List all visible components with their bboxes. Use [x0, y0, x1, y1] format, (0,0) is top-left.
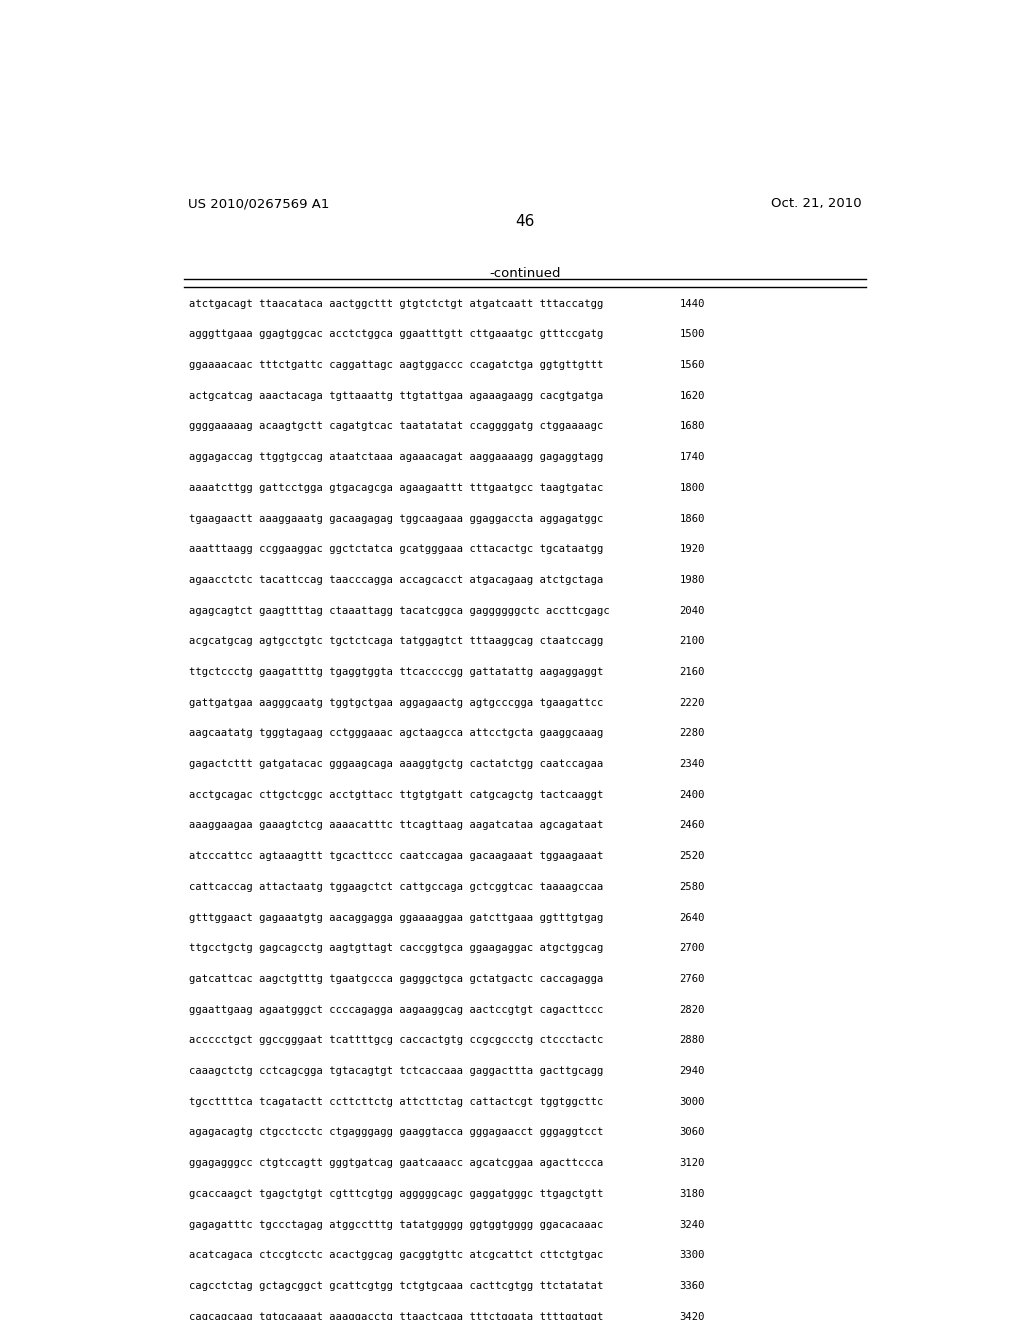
- Text: aaaatcttgg gattcctgga gtgacagcga agaagaattt tttgaatgcc taagtgatac: aaaatcttgg gattcctgga gtgacagcga agaagaa…: [189, 483, 603, 492]
- Text: 1980: 1980: [680, 576, 706, 585]
- Text: acgcatgcag agtgcctgtc tgctctcaga tatggagtct tttaaggcag ctaatccagg: acgcatgcag agtgcctgtc tgctctcaga tatggag…: [189, 636, 603, 647]
- Text: 3420: 3420: [680, 1312, 706, 1320]
- Text: 2340: 2340: [680, 759, 706, 770]
- Text: acatcagaca ctccgtcctc acactggcag gacggtgttc atcgcattct cttctgtgac: acatcagaca ctccgtcctc acactggcag gacggtg…: [189, 1250, 603, 1261]
- Text: 1680: 1680: [680, 421, 706, 432]
- Text: 2100: 2100: [680, 636, 706, 647]
- Text: US 2010/0267569 A1: US 2010/0267569 A1: [187, 197, 329, 210]
- Text: agaacctctc tacattccag taacccagga accagcacct atgacagaag atctgctaga: agaacctctc tacattccag taacccagga accagca…: [189, 576, 603, 585]
- Text: aaatttaagg ccggaaggac ggctctatca gcatgggaaa cttacactgc tgcataatgg: aaatttaagg ccggaaggac ggctctatca gcatggg…: [189, 544, 603, 554]
- Text: cattcaccag attactaatg tggaagctct cattgccaga gctcggtcac taaaagccaa: cattcaccag attactaatg tggaagctct cattgcc…: [189, 882, 603, 892]
- Text: 46: 46: [515, 214, 535, 230]
- Text: 2280: 2280: [680, 729, 706, 738]
- Text: 2580: 2580: [680, 882, 706, 892]
- Text: aagcaatatg tgggtagaag cctgggaaac agctaagcca attcctgcta gaaggcaaag: aagcaatatg tgggtagaag cctgggaaac agctaag…: [189, 729, 603, 738]
- Text: ggagagggcc ctgtccagtt gggtgatcag gaatcaaacc agcatcggaa agacttccca: ggagagggcc ctgtccagtt gggtgatcag gaatcaa…: [189, 1158, 603, 1168]
- Text: tgccttttca tcagatactt ccttcttctg attcttctag cattactcgt tggtggcttc: tgccttttca tcagatactt ccttcttctg attcttc…: [189, 1097, 603, 1106]
- Text: gatcattcac aagctgtttg tgaatgccca gagggctgca gctatgactc caccagagga: gatcattcac aagctgtttg tgaatgccca gagggct…: [189, 974, 603, 983]
- Text: agagcagtct gaagttttag ctaaattagg tacatcggca gaggggggctc accttcgagc: agagcagtct gaagttttag ctaaattagg tacatcg…: [189, 606, 610, 615]
- Text: cagcagcaag tgtgcaaaat aaaggacctg ttaactcaga tttctggata ttttggtggt: cagcagcaag tgtgcaaaat aaaggacctg ttaactc…: [189, 1312, 603, 1320]
- Text: agagacagtg ctgcctcctc ctgagggagg gaaggtacca gggagaacct gggaggtcct: agagacagtg ctgcctcctc ctgagggagg gaaggta…: [189, 1127, 603, 1138]
- Text: 1740: 1740: [680, 453, 706, 462]
- Text: gattgatgaa aagggcaatg tggtgctgaa aggagaactg agtgcccgga tgaagattcc: gattgatgaa aagggcaatg tggtgctgaa aggagaa…: [189, 698, 603, 708]
- Text: ggaaaacaac tttctgattc caggattagc aagtggaccc ccagatctga ggtgttgttt: ggaaaacaac tttctgattc caggattagc aagtgga…: [189, 360, 603, 370]
- Text: gagactcttt gatgatacac gggaagcaga aaaggtgctg cactatctgg caatccagaa: gagactcttt gatgatacac gggaagcaga aaaggtg…: [189, 759, 603, 770]
- Text: 1800: 1800: [680, 483, 706, 492]
- Text: 2880: 2880: [680, 1035, 706, 1045]
- Text: 2760: 2760: [680, 974, 706, 983]
- Text: 2220: 2220: [680, 698, 706, 708]
- Text: acctgcagac cttgctcggc acctgttacc ttgtgtgatt catgcagctg tactcaaggt: acctgcagac cttgctcggc acctgttacc ttgtgtg…: [189, 789, 603, 800]
- Text: 1500: 1500: [680, 330, 706, 339]
- Text: 1920: 1920: [680, 544, 706, 554]
- Text: 3180: 3180: [680, 1189, 706, 1199]
- Text: 3000: 3000: [680, 1097, 706, 1106]
- Text: 2820: 2820: [680, 1005, 706, 1015]
- Text: gagagatttc tgccctagag atggcctttg tatatggggg ggtggtgggg ggacacaaac: gagagatttc tgccctagag atggcctttg tatatgg…: [189, 1220, 603, 1229]
- Text: 2640: 2640: [680, 912, 706, 923]
- Text: 2400: 2400: [680, 789, 706, 800]
- Text: accccctgct ggccgggaat tcattttgcg caccactgtg ccgcgccctg ctccctactc: accccctgct ggccgggaat tcattttgcg caccact…: [189, 1035, 603, 1045]
- Text: gcaccaagct tgagctgtgt cgtttcgtgg agggggcagc gaggatgggc ttgagctgtt: gcaccaagct tgagctgtgt cgtttcgtgg agggggc…: [189, 1189, 603, 1199]
- Text: agggttgaaa ggagtggcac acctctggca ggaatttgtt cttgaaatgc gtttccgatg: agggttgaaa ggagtggcac acctctggca ggaattt…: [189, 330, 603, 339]
- Text: atctgacagt ttaacataca aactggcttt gtgtctctgt atgatcaatt tttaccatgg: atctgacagt ttaacataca aactggcttt gtgtctc…: [189, 298, 603, 309]
- Text: 3300: 3300: [680, 1250, 706, 1261]
- Text: atcccattcc agtaaagttt tgcacttccc caatccagaa gacaagaaat tggaagaaat: atcccattcc agtaaagttt tgcacttccc caatcca…: [189, 851, 603, 861]
- Text: actgcatcag aaactacaga tgttaaattg ttgtattgaa agaaagaagg cacgtgatga: actgcatcag aaactacaga tgttaaattg ttgtatt…: [189, 391, 603, 401]
- Text: 1440: 1440: [680, 298, 706, 309]
- Text: 3360: 3360: [680, 1280, 706, 1291]
- Text: 1620: 1620: [680, 391, 706, 401]
- Text: ttgctccctg gaagattttg tgaggtggta ttcaccccgg gattatattg aagaggaggt: ttgctccctg gaagattttg tgaggtggta ttcaccc…: [189, 667, 603, 677]
- Text: 3120: 3120: [680, 1158, 706, 1168]
- Text: ggaattgaag agaatgggct ccccagagga aagaaggcag aactccgtgt cagacttccc: ggaattgaag agaatgggct ccccagagga aagaagg…: [189, 1005, 603, 1015]
- Text: gtttggaact gagaaatgtg aacaggagga ggaaaaggaa gatcttgaaa ggtttgtgag: gtttggaact gagaaatgtg aacaggagga ggaaaag…: [189, 912, 603, 923]
- Text: ttgcctgctg gagcagcctg aagtgttagt caccggtgca ggaagaggac atgctggcag: ttgcctgctg gagcagcctg aagtgttagt caccggt…: [189, 944, 603, 953]
- Text: aaaggaagaa gaaagtctcg aaaacatttc ttcagttaag aagatcataa agcagataat: aaaggaagaa gaaagtctcg aaaacatttc ttcagtt…: [189, 821, 603, 830]
- Text: 1860: 1860: [680, 513, 706, 524]
- Text: 1560: 1560: [680, 360, 706, 370]
- Text: caaagctctg cctcagcgga tgtacagtgt tctcaccaaa gaggacttta gacttgcagg: caaagctctg cctcagcgga tgtacagtgt tctcacc…: [189, 1067, 603, 1076]
- Text: 3060: 3060: [680, 1127, 706, 1138]
- Text: -continued: -continued: [489, 267, 560, 280]
- Text: aggagaccag ttggtgccag ataatctaaa agaaacagat aaggaaaagg gagaggtagg: aggagaccag ttggtgccag ataatctaaa agaaaca…: [189, 453, 603, 462]
- Text: 2160: 2160: [680, 667, 706, 677]
- Text: cagcctctag gctagcggct gcattcgtgg tctgtgcaaa cacttcgtgg ttctatatat: cagcctctag gctagcggct gcattcgtgg tctgtgc…: [189, 1280, 603, 1291]
- Text: 2520: 2520: [680, 851, 706, 861]
- Text: 2940: 2940: [680, 1067, 706, 1076]
- Text: ggggaaaaag acaagtgctt cagatgtcac taatatatat ccaggggatg ctggaaaagc: ggggaaaaag acaagtgctt cagatgtcac taatata…: [189, 421, 603, 432]
- Text: tgaagaactt aaaggaaatg gacaagagag tggcaagaaa ggaggaccta aggagatggc: tgaagaactt aaaggaaatg gacaagagag tggcaag…: [189, 513, 603, 524]
- Text: Oct. 21, 2010: Oct. 21, 2010: [771, 197, 862, 210]
- Text: 2040: 2040: [680, 606, 706, 615]
- Text: 2700: 2700: [680, 944, 706, 953]
- Text: 3240: 3240: [680, 1220, 706, 1229]
- Text: 2460: 2460: [680, 821, 706, 830]
